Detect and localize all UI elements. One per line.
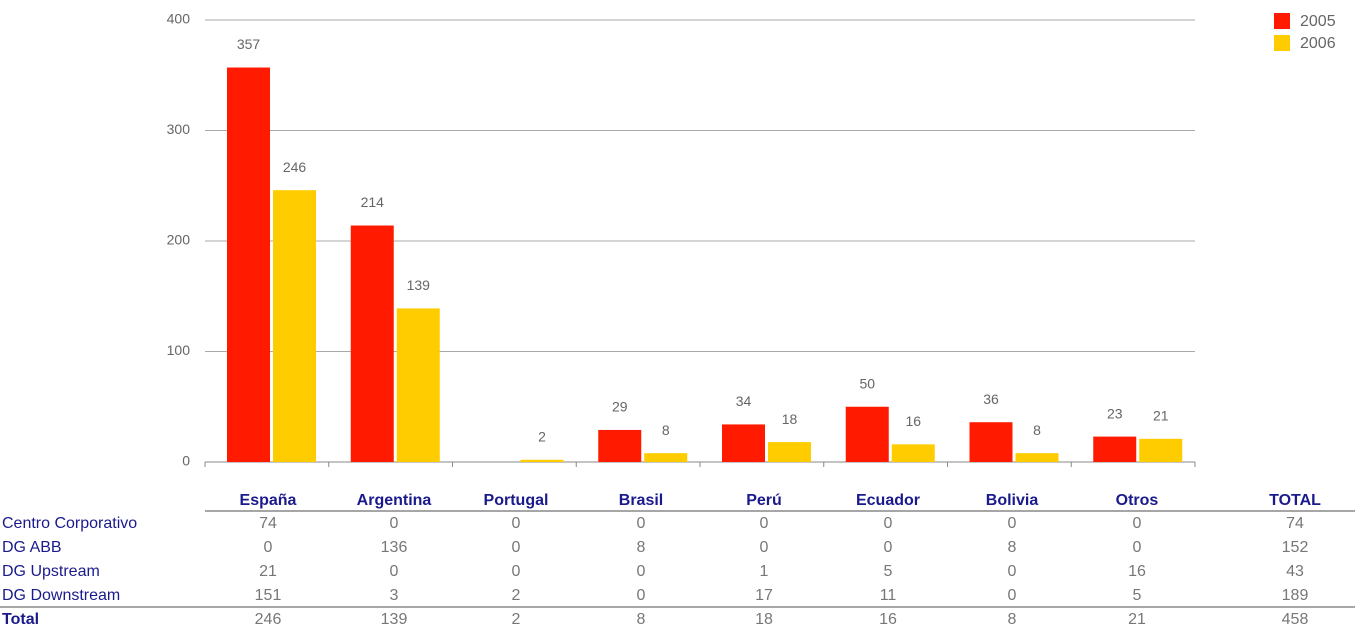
cell: 74 (1286, 515, 1304, 532)
column-header: España (240, 492, 297, 509)
column-header: Portugal (484, 492, 549, 509)
value-label: 357 (237, 36, 261, 52)
bar (598, 429, 642, 462)
cell: 0 (884, 539, 893, 556)
value-label: 50 (859, 375, 875, 391)
y-tick-label: 0 (182, 453, 190, 469)
cell: 0 (1133, 539, 1142, 556)
bar (722, 424, 765, 462)
column-header: Bolivia (986, 492, 1039, 509)
y-tick-label: 200 (167, 232, 191, 248)
cell: 0 (512, 515, 521, 532)
bar (891, 444, 935, 462)
cell: 5 (884, 563, 893, 580)
cell: 0 (512, 539, 521, 556)
cell: 2 (512, 611, 521, 627)
cell: 0 (760, 515, 769, 532)
cell: 0 (390, 563, 399, 580)
y-tick-label: 100 (167, 342, 191, 358)
bar (273, 190, 316, 463)
cell: 8 (1008, 611, 1017, 627)
cell: 458 (1282, 611, 1309, 627)
cell: 136 (381, 539, 408, 556)
cell: 0 (637, 515, 646, 532)
cell: 152 (1282, 539, 1309, 556)
cell: 11 (880, 587, 897, 604)
cell: 5 (1133, 587, 1142, 604)
cell: 0 (1008, 515, 1017, 532)
bar (1093, 436, 1137, 462)
bar (1015, 453, 1059, 462)
cell: 21 (1128, 611, 1146, 627)
bar (350, 225, 394, 462)
cell: 0 (512, 563, 521, 580)
value-label: 214 (361, 194, 385, 210)
row-label: DG Downstream (2, 587, 120, 604)
bar (227, 67, 270, 462)
column-header: Brasil (619, 492, 663, 509)
value-label: 23 (1107, 405, 1123, 421)
cell: 0 (1008, 587, 1017, 604)
value-label: 29 (612, 399, 628, 415)
column-header: Perú (746, 492, 782, 509)
cell: 0 (264, 539, 273, 556)
cell: 0 (1008, 563, 1017, 580)
cell: 0 (390, 515, 399, 532)
cell: 151 (255, 587, 282, 604)
cell: 0 (884, 515, 893, 532)
cell: 2 (512, 587, 521, 604)
column-header: Argentina (357, 492, 432, 509)
value-label: 246 (283, 159, 307, 175)
cell: 21 (259, 563, 277, 580)
legend-label: 2005 (1300, 13, 1336, 30)
cell: 139 (381, 611, 408, 627)
legend-label: 2006 (1300, 35, 1336, 52)
row-label: DG ABB (2, 539, 62, 556)
cell: 0 (637, 563, 646, 580)
y-tick-label: 300 (167, 121, 191, 137)
legend-swatch (1274, 35, 1290, 51)
cell: 74 (259, 515, 277, 532)
cell: 18 (755, 611, 773, 627)
bar (1139, 438, 1183, 462)
y-tick-label: 400 (167, 11, 191, 27)
cell: 8 (637, 539, 646, 556)
bar (396, 308, 440, 462)
bar (644, 453, 688, 462)
cell: 0 (1133, 515, 1142, 532)
cell: 8 (637, 611, 646, 627)
bar (768, 442, 811, 462)
cell: 16 (1128, 563, 1146, 580)
row-label: DG Upstream (2, 563, 100, 580)
cell: 0 (637, 587, 646, 604)
column-header: TOTAL (1269, 492, 1321, 509)
column-header: Ecuador (856, 492, 920, 509)
bar (520, 459, 564, 462)
row-label: Total (2, 611, 39, 627)
bar (969, 422, 1013, 462)
value-label: 139 (407, 277, 431, 293)
value-label: 18 (782, 411, 798, 427)
column-header: Otros (1116, 492, 1159, 509)
cell: 16 (879, 611, 897, 627)
cell: 8 (1008, 539, 1017, 556)
legend-swatch (1274, 13, 1290, 29)
cell: 246 (255, 611, 282, 627)
cell: 43 (1286, 563, 1304, 580)
value-label: 36 (983, 391, 999, 407)
cell: 189 (1282, 587, 1309, 604)
row-label: Centro Corporativo (2, 515, 137, 532)
cell: 3 (390, 587, 399, 604)
cell: 17 (755, 587, 773, 604)
cell: 1 (760, 563, 769, 580)
cell: 0 (760, 539, 769, 556)
value-label: 21 (1153, 407, 1169, 423)
value-label: 8 (1033, 422, 1041, 438)
value-label: 16 (905, 413, 921, 429)
bar (845, 406, 889, 462)
value-label: 2 (538, 428, 546, 444)
value-label: 34 (736, 393, 752, 409)
value-label: 8 (662, 422, 670, 438)
